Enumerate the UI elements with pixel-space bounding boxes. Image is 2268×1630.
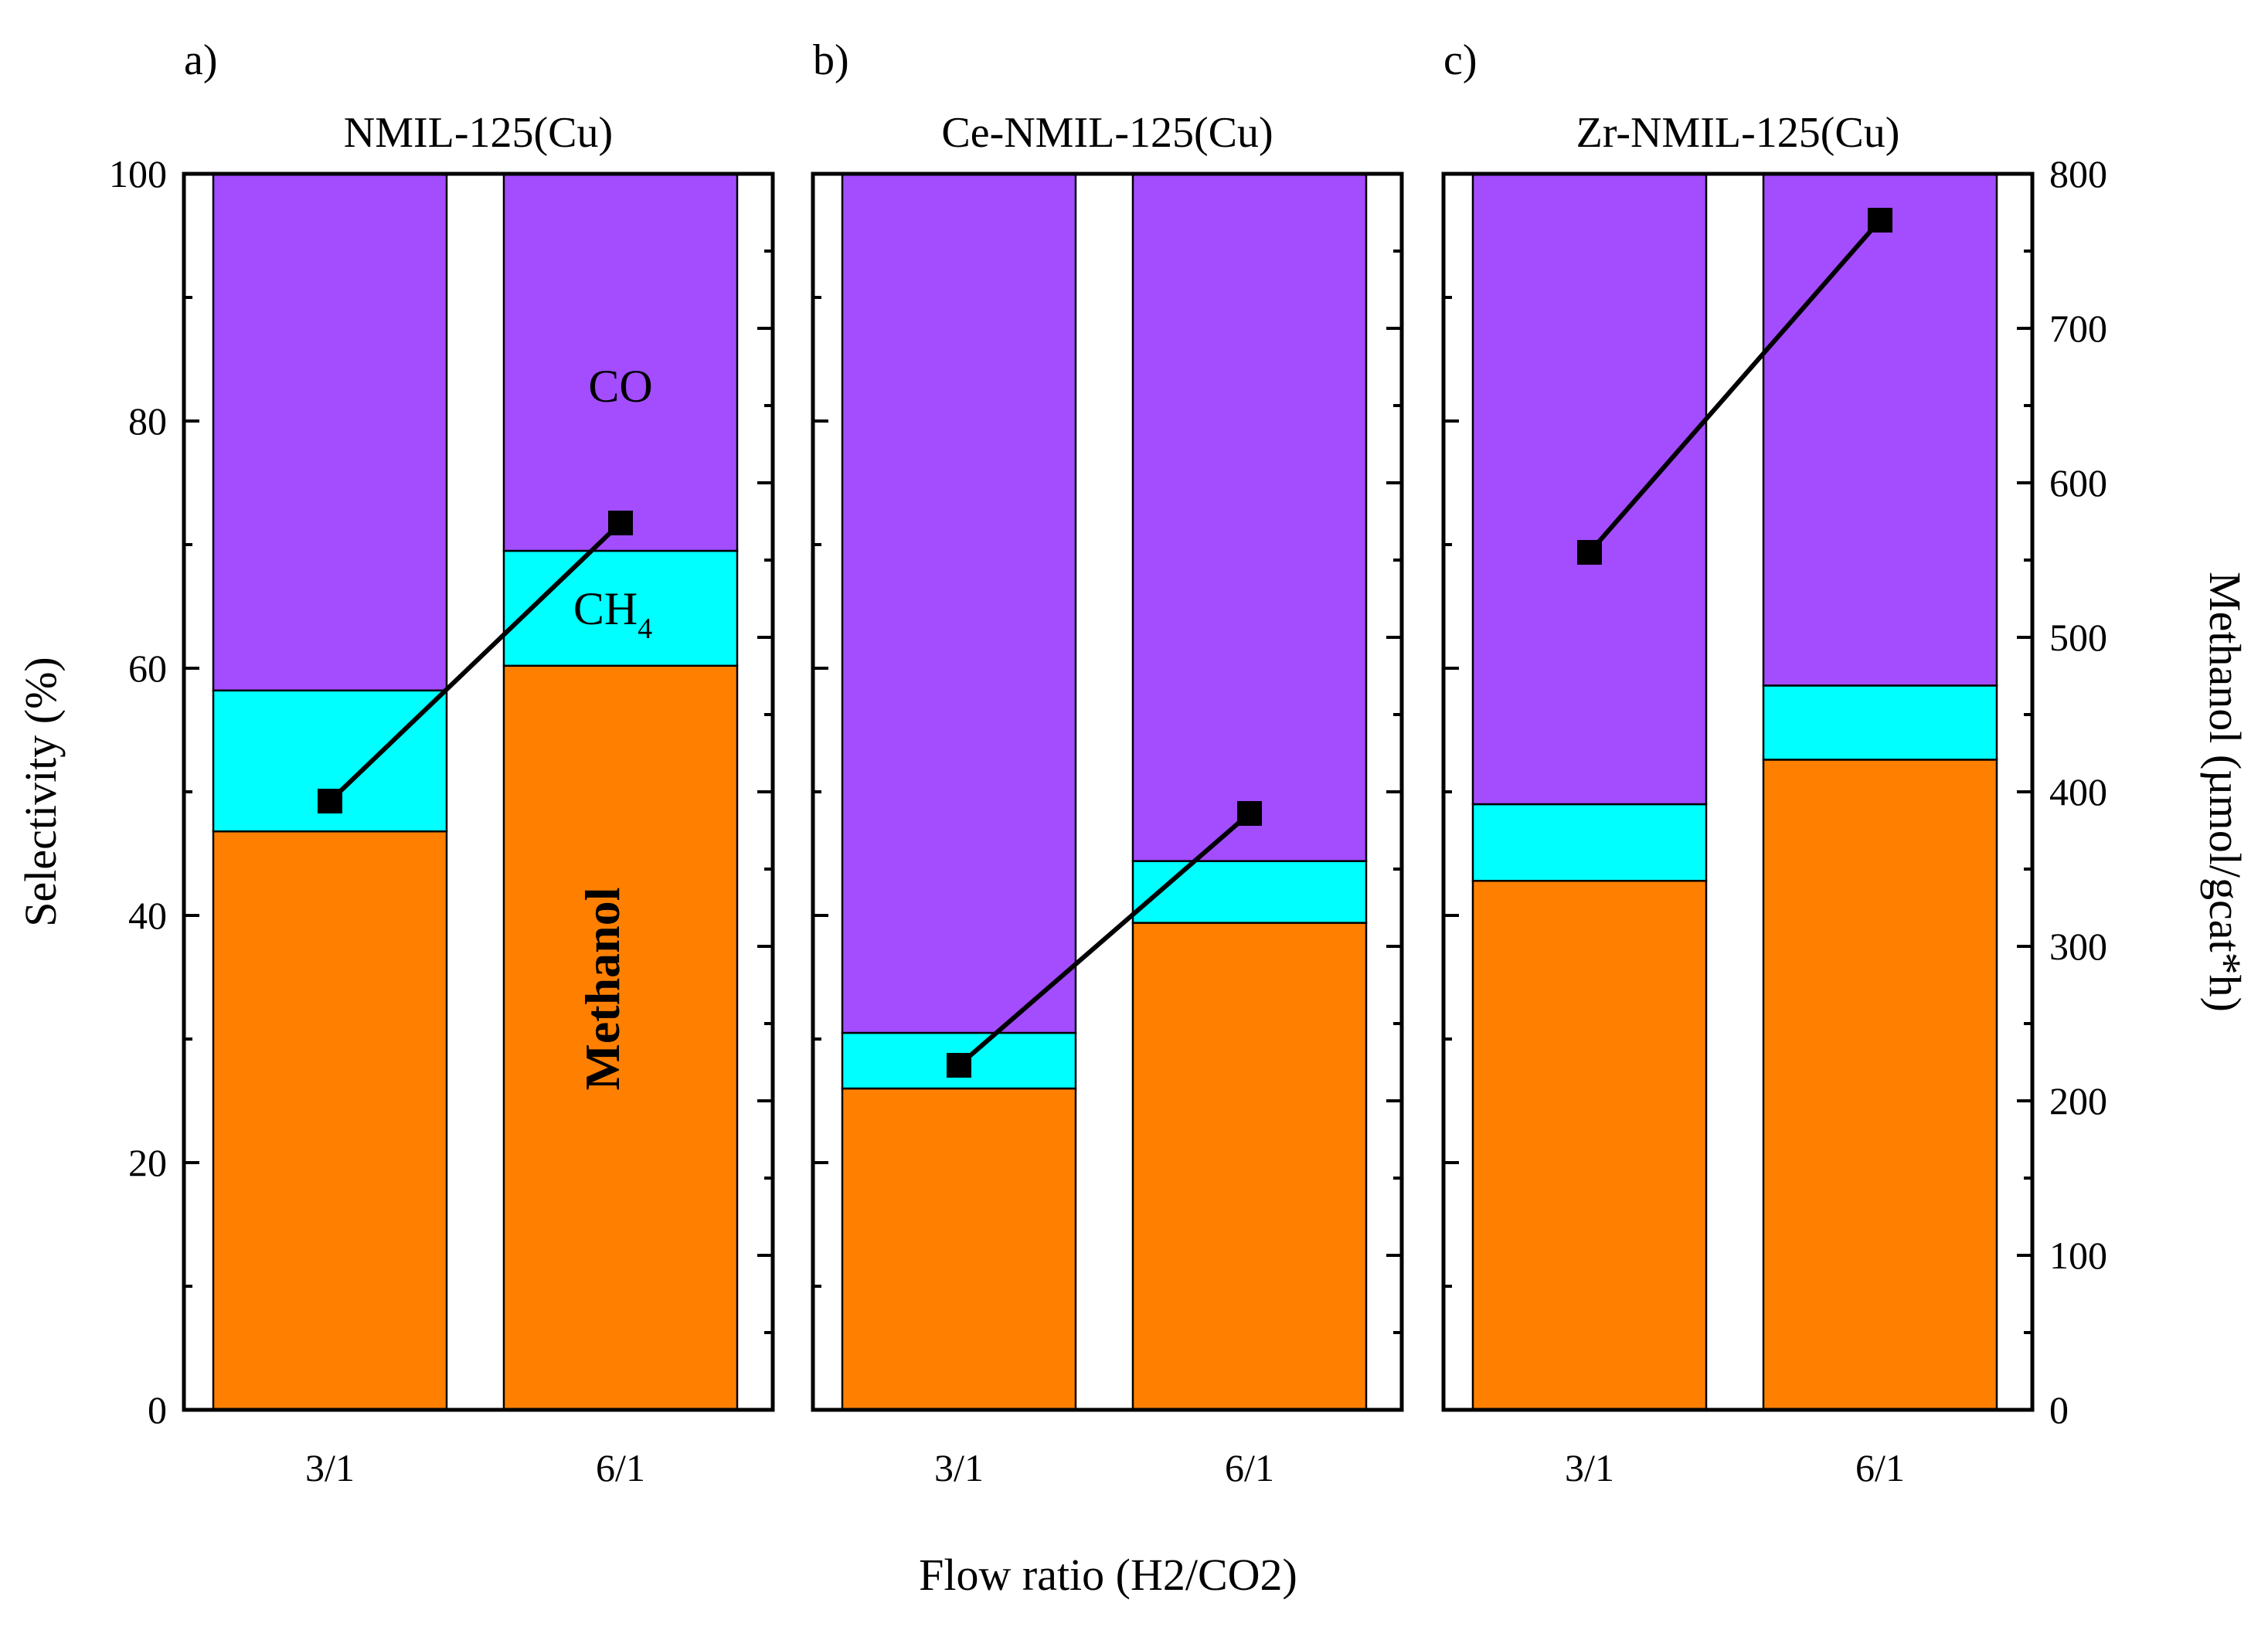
y2-tick-label: 300	[2049, 925, 2107, 968]
bar-co-3/1	[841, 172, 1077, 1034]
panel-2: 3/1 6/1 Ce-NMIL-125(Cu) b)	[811, 36, 1404, 1489]
bar-co-3/1	[1471, 172, 1708, 806]
y2-tick-label: 400	[2049, 770, 2107, 813]
ch4-subscript: 4	[638, 613, 652, 645]
panel-title: NMIL-125(Cu)	[344, 109, 613, 157]
panel-1: 3/1 6/1020406080100NMIL-125(Cu)a)COCH4Met…	[109, 36, 775, 1489]
y-tick-label: 100	[109, 152, 167, 195]
x-tick-label: 3/1	[934, 1446, 984, 1489]
y2-tick-label: 600	[2049, 461, 2107, 504]
bar-co-3/1	[212, 172, 448, 692]
x-tick-label: 6/1	[1225, 1446, 1274, 1489]
y-tick-label: 20	[128, 1141, 167, 1184]
bar-methanol-3/1	[212, 830, 448, 1411]
y-axis-title: Selectivity (%)	[15, 657, 66, 927]
rate-line	[328, 521, 623, 803]
x-tick-label: 6/1	[596, 1446, 645, 1489]
bar-ch4-6/1	[1762, 684, 1998, 761]
y2-tick-label: 500	[2049, 616, 2107, 659]
bar-methanol-6/1	[502, 664, 739, 1411]
panel-letter: c)	[1443, 36, 1477, 84]
x-tick-label: 6/1	[1855, 1446, 1905, 1489]
y-tick-label: 0	[148, 1388, 167, 1431]
bar-methanol-3/1	[1471, 879, 1708, 1411]
methanol-label: Methanol	[575, 887, 630, 1090]
bar-ch4-6/1	[1131, 860, 1368, 924]
panel-title: Ce-NMIL-125(Cu)	[941, 109, 1273, 157]
y2-tick-label: 0	[2049, 1388, 2069, 1431]
rate-marker	[1577, 540, 1602, 565]
y-tick-label: 60	[128, 647, 167, 690]
bar-methanol-3/1	[841, 1087, 1077, 1411]
bar-co-6/1	[1762, 172, 1998, 687]
x-tick-label: 3/1	[305, 1446, 355, 1489]
bar-co-6/1	[502, 172, 739, 552]
y2-tick-label: 200	[2049, 1079, 2107, 1122]
bar-ch4-3/1	[1471, 803, 1708, 882]
bar-co-6/1	[1131, 172, 1368, 862]
bar-methanol-6/1	[1131, 922, 1368, 1411]
panel-letter: b)	[813, 36, 849, 84]
y-tick-label: 80	[128, 399, 167, 443]
rate-marker	[947, 1053, 971, 1078]
x-axis-title: Flow ratio (H2/CO2)	[919, 1550, 1297, 1600]
rate-marker	[1237, 801, 1262, 826]
panels-layer: 3/1 6/1020406080100NMIL-125(Cu)a)COCH4Met…	[109, 36, 2107, 1489]
y2-tick-label: 100	[2049, 1234, 2107, 1277]
rate-marker	[318, 789, 342, 813]
rate-line	[1587, 219, 1882, 554]
y2-axis-title: Methanol (µmol/gcat*h)	[2200, 572, 2250, 1012]
rate-marker	[1868, 208, 1892, 233]
panel-title: Zr-NMIL-125(Cu)	[1576, 109, 1900, 157]
x-tick-label: 3/1	[1565, 1446, 1614, 1489]
bar-methanol-6/1	[1762, 759, 1998, 1411]
co-label: CO	[588, 361, 652, 412]
rate-line	[957, 811, 1251, 1068]
rate-marker	[608, 511, 633, 535]
panel-letter: a)	[184, 36, 218, 84]
y2-tick-label: 700	[2049, 307, 2107, 350]
panel-3: 3/1 6/1 0 100 200 300 400 500 600 700 800 Zr-NMIL-1…	[1441, 36, 2107, 1489]
y2-tick-label: 800	[2049, 152, 2107, 195]
y-tick-label: 40	[128, 894, 167, 937]
